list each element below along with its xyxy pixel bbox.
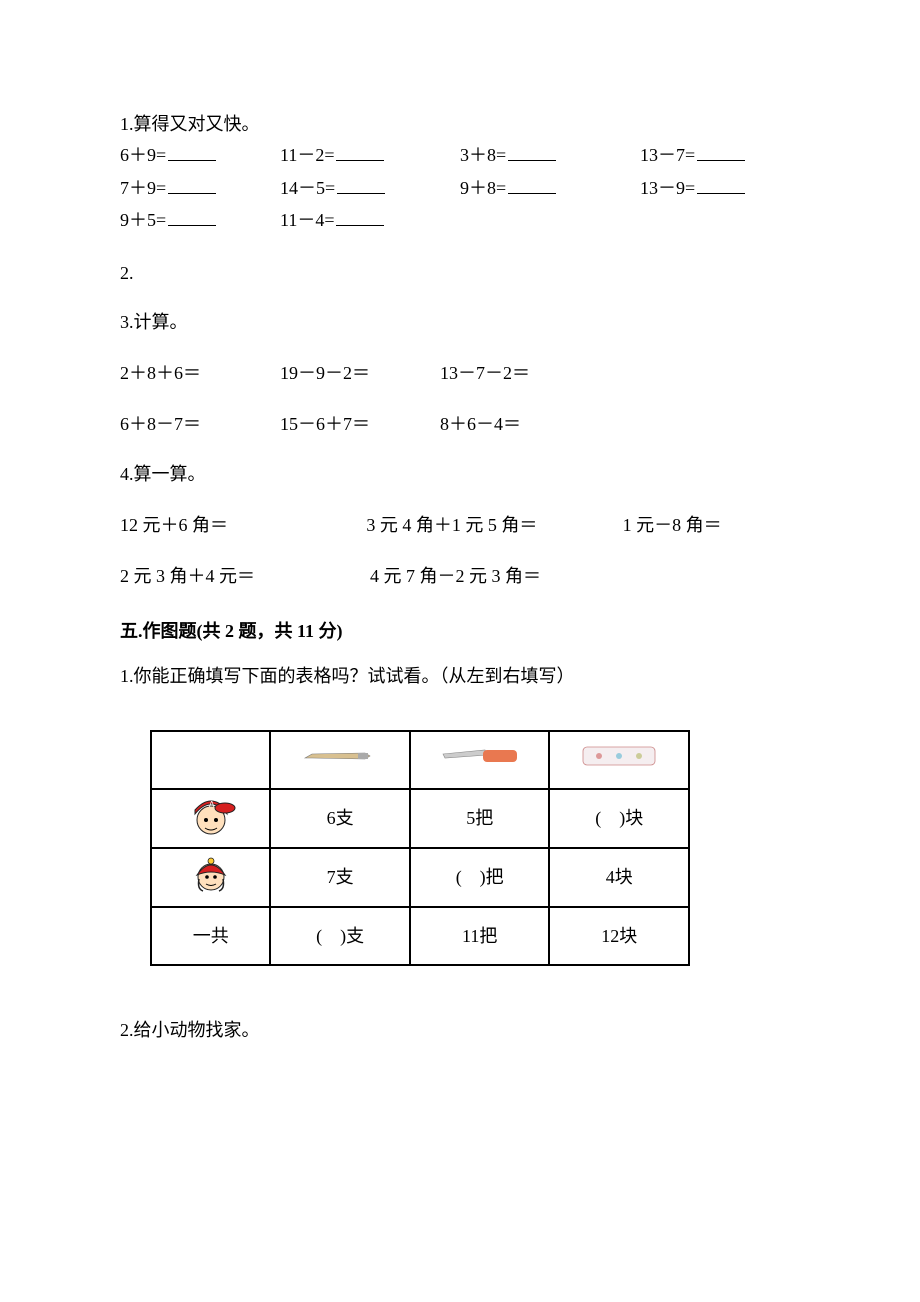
q1-eq: 11－4= xyxy=(280,206,460,235)
table-header-icon xyxy=(549,731,689,789)
q4-eq: 12 元＋6 角＝ xyxy=(120,511,366,540)
q3-eq: 8＋6－4＝ xyxy=(440,410,600,439)
knife-icon xyxy=(435,742,525,779)
q4-title: 4.算一算。 xyxy=(120,460,800,489)
q4-eq: 3 元 4 角＋1 元 5 角＝ xyxy=(366,511,622,540)
q3-title: 3.计算。 xyxy=(120,308,800,337)
q1-row-2: 9＋5= 11－4= xyxy=(120,206,800,235)
q3-eq: 2＋8＋6＝ xyxy=(120,359,280,388)
q2-title: 2. xyxy=(120,259,800,288)
blank[interactable] xyxy=(336,210,384,226)
table-header-row xyxy=(151,731,689,789)
section5-q2-text: 2.给小动物找家。 xyxy=(120,1016,800,1045)
q1-row-1: 7＋9= 14－5= 9＋8= 13－9= xyxy=(120,174,800,203)
table-row: A 6支 5把 ( )块 xyxy=(151,789,689,848)
q1-eq: 13－7= xyxy=(640,141,790,170)
blank[interactable] xyxy=(508,178,556,194)
girl-face-icon xyxy=(187,849,235,906)
table-cell-blank[interactable]: ( )支 xyxy=(270,907,409,965)
table-row: 7支 ( )把 4块 xyxy=(151,848,689,907)
q1-row-0: 6＋9= 11－2= 3＋8= 13－7= xyxy=(120,141,800,170)
q3-row-1: 6＋8－7＝ 15－6＋7＝ 8＋6－4＝ xyxy=(120,410,800,439)
table-cell-blank[interactable]: ( )把 xyxy=(410,848,550,907)
blank[interactable] xyxy=(697,145,745,161)
table-header-icon xyxy=(270,731,409,789)
table-cell: 12块 xyxy=(549,907,689,965)
q4-row-0: 12 元＋6 角＝ 3 元 4 角＋1 元 5 角＝ 1 元－8 角＝ xyxy=(120,511,800,540)
blank[interactable] xyxy=(508,145,556,161)
blank[interactable] xyxy=(337,178,385,194)
table-row-icon xyxy=(151,848,270,907)
fill-table: A 6支 5把 ( )块 xyxy=(150,730,690,966)
pen-icon xyxy=(300,746,380,775)
q1-eq: 7＋9= xyxy=(120,174,280,203)
table-cell-blank[interactable]: ( )块 xyxy=(549,789,689,848)
blank[interactable] xyxy=(168,145,216,161)
table-cell: 7支 xyxy=(270,848,409,907)
blank[interactable] xyxy=(168,210,216,226)
q3-eq: 19－9－2＝ xyxy=(280,359,440,388)
blank[interactable] xyxy=(697,178,745,194)
q4-eq: 4 元 7 角－2 元 3 角＝ xyxy=(370,562,630,591)
table-cell-empty xyxy=(151,731,270,789)
section5-heading: 五.作图题(共 2 题，共 11 分) xyxy=(120,617,800,646)
svg-text:A: A xyxy=(209,800,215,809)
blank[interactable] xyxy=(336,145,384,161)
q1-eq: 11－2= xyxy=(280,141,460,170)
table-cell: 5把 xyxy=(410,789,550,848)
q1-eq: 13－9= xyxy=(640,174,790,203)
q1-eq: 3＋8= xyxy=(460,141,640,170)
q1-title: 1.算得又对又快。 xyxy=(120,110,800,139)
blank[interactable] xyxy=(168,178,216,194)
q3-eq: 6＋8－7＝ xyxy=(120,410,280,439)
section5-q1-text: 1.你能正确填写下面的表格吗？试试看。（从左到右填写） xyxy=(120,662,800,691)
eraser-box-icon xyxy=(579,743,659,778)
q4-eq: 2 元 3 角＋4 元＝ xyxy=(120,562,370,591)
table-cell: 6支 xyxy=(270,789,409,848)
table-cell: 4块 xyxy=(549,848,689,907)
table-header-icon xyxy=(410,731,550,789)
q1-eq: 9＋8= xyxy=(460,174,640,203)
q4-row-1: 2 元 3 角＋4 元＝ 4 元 7 角－2 元 3 角＝ xyxy=(120,562,800,591)
q1-eq: 9＋5= xyxy=(120,206,280,235)
q1-eq: 6＋9= xyxy=(120,141,280,170)
q3-eq: 13－7－2＝ xyxy=(440,359,600,388)
table-cell: 11把 xyxy=(410,907,550,965)
table-cell: 一共 xyxy=(151,907,270,965)
q3-row-0: 2＋8＋6＝ 19－9－2＝ 13－7－2＝ xyxy=(120,359,800,388)
q3-eq: 15－6＋7＝ xyxy=(280,410,440,439)
table-row: 一共 ( )支 11把 12块 xyxy=(151,907,689,965)
table-row-icon: A xyxy=(151,789,270,848)
q1-eq: 14－5= xyxy=(280,174,460,203)
q4-eq: 1 元－8 角＝ xyxy=(623,511,800,540)
boy-face-icon: A xyxy=(185,790,237,847)
